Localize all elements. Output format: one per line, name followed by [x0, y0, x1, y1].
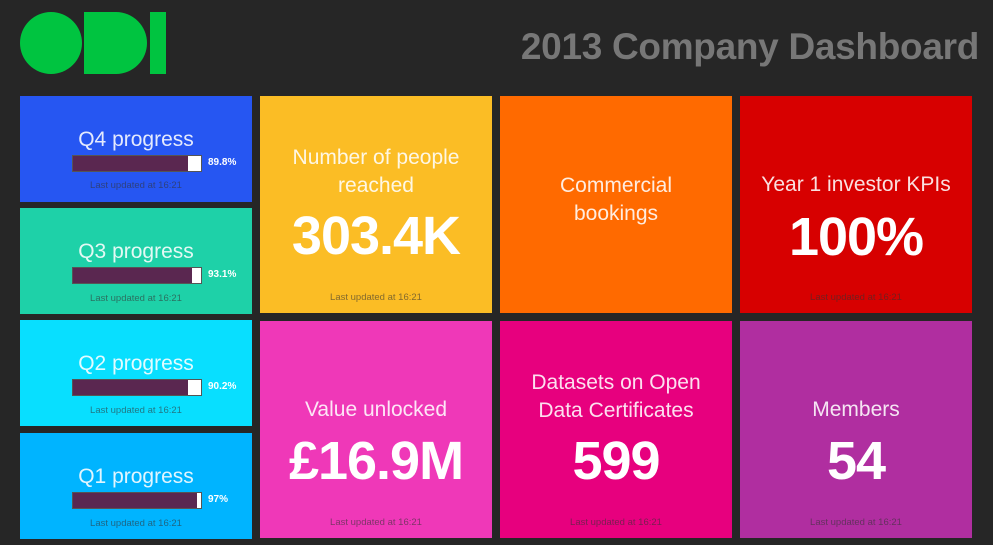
progress-bar-fill — [73, 156, 188, 171]
last-updated: Last updated at 16:21 — [810, 292, 902, 303]
progress-bar — [72, 267, 202, 284]
progress-bar — [72, 379, 202, 396]
progress-bar-fill — [73, 493, 198, 508]
progress-percent: 93.1% — [208, 269, 237, 280]
tile-title: Q2 progress — [78, 352, 194, 375]
tile-investor-kpis: Year 1 investor KPIs 100% Last updated a… — [740, 96, 972, 313]
tile-value: 599 — [572, 431, 660, 491]
progress-bar — [72, 492, 202, 509]
tile-title: Members — [812, 398, 900, 421]
last-updated: Last updated at 16:21 — [330, 292, 422, 303]
tile-value: £16.9M — [288, 431, 464, 491]
tile-value: 54 — [826, 431, 886, 491]
tile-title: Year 1 investor KPIs — [761, 173, 951, 196]
progress-percent: 90.2% — [208, 381, 237, 392]
last-updated: Last updated at 16:21 — [90, 518, 182, 529]
tile-title: Q1 progress — [78, 465, 194, 488]
progress-bar-fill — [73, 380, 189, 395]
tile-value: 303.4K — [291, 206, 461, 266]
tile-title: Q4 progress — [78, 128, 194, 151]
tile-q2-progress: Q2 progress 90.2% Last updated at 16:21 — [20, 320, 252, 426]
progress-percent: 89.8% — [208, 157, 237, 168]
tile-title: Datasets on Open Data Certificates — [531, 371, 701, 422]
tile-value: 100% — [788, 207, 924, 267]
last-updated: Last updated at 16:21 — [90, 180, 182, 191]
tile-title: Commercial bookings — [559, 174, 672, 225]
tile-people-reached: Number of people reached 303.4K Last upd… — [260, 96, 492, 313]
odi-logo — [20, 12, 166, 74]
tile-q3-progress: Q3 progress 93.1% Last updated at 16:21 — [20, 208, 252, 314]
last-updated: Last updated at 16:21 — [90, 293, 182, 304]
tile-members: Members 54 Last updated at 16:21 — [740, 321, 972, 538]
tile-commercial-bookings: Commercial bookings — [500, 96, 732, 313]
last-updated: Last updated at 16:21 — [330, 517, 422, 528]
tile-datasets-certificates: Datasets on Open Data Certificates 599 L… — [500, 321, 732, 538]
tile-value-unlocked: Value unlocked £16.9M Last updated at 16… — [260, 321, 492, 538]
progress-bar — [72, 155, 202, 172]
last-updated: Last updated at 16:21 — [90, 405, 182, 416]
progress-percent: 97% — [208, 494, 229, 505]
progress-bar-fill — [73, 268, 193, 283]
tile-q1-progress: Q1 progress 97% Last updated at 16:21 — [20, 433, 252, 539]
last-updated: Last updated at 16:21 — [570, 517, 662, 528]
tile-title: Number of people reached — [292, 146, 460, 197]
dashboard-title: 2013 Company Dashboard — [520, 26, 979, 67]
tile-title: Value unlocked — [304, 398, 448, 421]
tile-q4-progress: Q4 progress 89.8% Last updated at 16:21 — [20, 96, 252, 202]
last-updated: Last updated at 16:21 — [810, 517, 902, 528]
tile-title: Q3 progress — [78, 240, 194, 263]
